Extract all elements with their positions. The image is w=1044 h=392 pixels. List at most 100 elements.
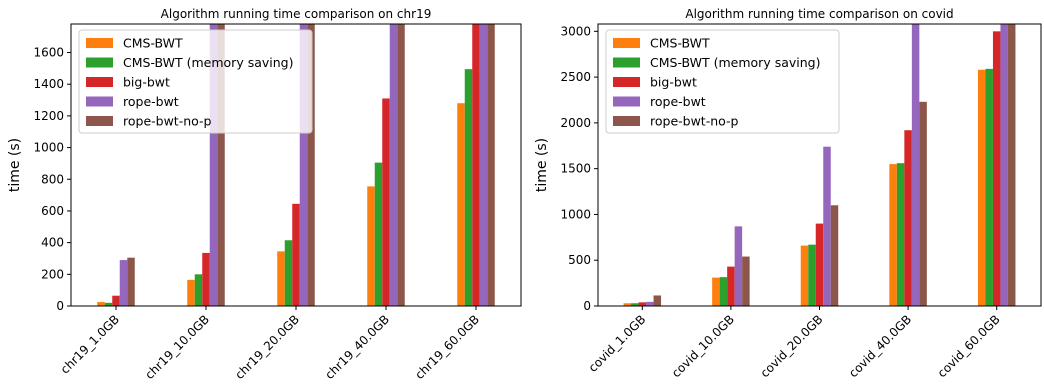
bar-cms-bwt-memory-saving--3 (284, 240, 293, 306)
x-tick-label: covid_20.0GB (758, 312, 826, 380)
y-tick-label: 400 (41, 236, 64, 250)
bar-cms-bwt-memory-saving--4 (896, 163, 905, 306)
bar-big-bwt-4 (382, 98, 390, 306)
bar-rope-bwt-no-p-1 (653, 295, 662, 306)
bars (97, 24, 495, 306)
legend-label: rope-bwt-no-p (123, 114, 212, 129)
legend-box (605, 29, 840, 134)
y-tick-label: 200 (41, 267, 64, 281)
bar-cms-bwt-3 (277, 251, 285, 306)
y-tick-label: 1500 (560, 162, 591, 176)
bar-rope-bwt-no-p-5 (1007, 24, 1016, 306)
bar-rope-bwt-2 (734, 226, 743, 306)
bar-cms-bwt-memory-saving--2 (194, 274, 203, 306)
bar-rope-bwt-4 (389, 24, 398, 306)
bar-cms-bwt-5 (457, 103, 465, 306)
bar-cms-bwt-3 (800, 245, 809, 306)
legend-box (78, 29, 313, 134)
x-tick-label: chr19_60.0GB (412, 312, 482, 382)
y-axis-label: time (s) (534, 138, 550, 192)
y-axis-label: time (s) (7, 138, 23, 192)
bar-big-bwt-1 (112, 295, 120, 306)
bar-cms-bwt-memory-saving--4 (374, 162, 383, 306)
bar-rope-bwt-5 (479, 24, 488, 306)
bar-cms-bwt-2 (187, 279, 195, 306)
legend-label: CMS-BWT (650, 36, 710, 51)
legend-swatch (613, 38, 640, 48)
x-tick-label: covid_10.0GB (669, 312, 737, 380)
bar-cms-bwt-2 (712, 277, 720, 306)
bar-rope-bwt-1 (646, 301, 654, 306)
x-tick-label: covid_60.0GB (935, 312, 1003, 380)
bar-rope-bwt-no-p-1 (127, 257, 135, 306)
bars (623, 24, 1016, 306)
bar-cms-bwt-1 (97, 302, 105, 306)
x-tick-label: chr19_1.0GB (58, 312, 122, 376)
bar-big-bwt-1 (638, 302, 647, 306)
y-tick-label: 800 (41, 172, 64, 186)
y-tick-label: 2500 (560, 70, 591, 84)
bar-rope-bwt-no-p-2 (217, 24, 225, 306)
y-tick-label: 1200 (33, 109, 64, 123)
legend-swatch (86, 57, 113, 68)
legend-swatch (86, 38, 113, 48)
legend-swatch (86, 96, 113, 107)
chart-title: Algorithm running time comparison on cov… (685, 7, 953, 21)
legend-swatch (613, 116, 640, 126)
y-tick-label: 1000 (33, 141, 64, 155)
bar-rope-bwt-no-p-2 (742, 256, 750, 306)
y-tick-label: 600 (41, 204, 64, 218)
x-tick-label: covid_40.0GB (846, 312, 914, 380)
x-tick-label: chr19_20.0GB (232, 312, 302, 382)
bar-big-bwt-3 (815, 223, 824, 306)
bar-rope-bwt-no-p-3 (307, 24, 315, 306)
bar-cms-bwt-4 (889, 164, 897, 306)
legend-label: rope-bwt (123, 94, 179, 109)
x-tick-label: chr19_40.0GB (322, 312, 392, 382)
bar-cms-bwt-4 (367, 186, 375, 306)
bar-big-bwt-2 (727, 266, 735, 306)
y-tick-label: 1000 (560, 207, 591, 221)
legend-swatch (86, 77, 113, 87)
legend-swatch (613, 77, 640, 87)
bar-rope-bwt-no-p-3 (830, 205, 839, 306)
bar-rope-bwt-5 (1000, 24, 1008, 306)
legend-label: rope-bwt (650, 94, 706, 109)
legend-label: CMS-BWT (123, 36, 183, 51)
bar-cms-bwt-memory-saving--1 (104, 302, 113, 306)
bar-big-bwt-5 (472, 24, 480, 306)
legend-swatch (613, 96, 640, 107)
bar-cms-bwt-memory-saving--1 (631, 303, 639, 306)
bar-big-bwt-4 (904, 130, 912, 306)
bar-rope-bwt-3 (823, 146, 831, 306)
bar-cms-bwt-memory-saving--3 (808, 244, 816, 306)
y-tick-label: 3000 (560, 24, 591, 38)
y-tick-label: 0 (56, 299, 64, 313)
bar-cms-bwt-memory-saving--2 (719, 277, 728, 306)
bar-cms-bwt-5 (977, 69, 986, 306)
y-tick-label: 1600 (33, 46, 64, 60)
y-tick-label: 1400 (33, 77, 64, 91)
bar-rope-bwt-no-p-4 (397, 24, 405, 306)
legend-label: CMS-BWT (memory saving) (650, 55, 820, 70)
bar-rope-bwt-3 (299, 24, 308, 306)
bar-cms-bwt-memory-saving--5 (464, 69, 473, 306)
chart-title: Algorithm running time comparison on chr… (161, 7, 432, 21)
bar-rope-bwt-no-p-5 (487, 24, 495, 306)
bar-big-bwt-5 (992, 31, 1001, 306)
legend-swatch (86, 116, 113, 126)
bar-rope-bwt-2 (209, 24, 218, 306)
y-tick-label: 0 (583, 299, 591, 313)
legend: CMS-BWT CMS-BWT (memory saving) big-bwt rop… (605, 29, 840, 134)
chart-panel-2: Algorithm running time comparison on cov… (534, 7, 1042, 380)
y-tick-label: 2000 (560, 116, 591, 130)
legend-label: rope-bwt-no-p (650, 114, 739, 129)
legend: CMS-BWT CMS-BWT (memory saving) big-bwt rop… (78, 29, 313, 134)
y-tick-label: 500 (568, 253, 591, 267)
bar-cms-bwt-1 (623, 303, 632, 306)
bar-rope-bwt-no-p-4 (919, 101, 927, 306)
x-tick-label: chr19_10.0GB (142, 312, 212, 382)
chart-panel-1: Algorithm running time comparison on chr… (7, 7, 522, 382)
legend-label: big-bwt (650, 75, 697, 90)
